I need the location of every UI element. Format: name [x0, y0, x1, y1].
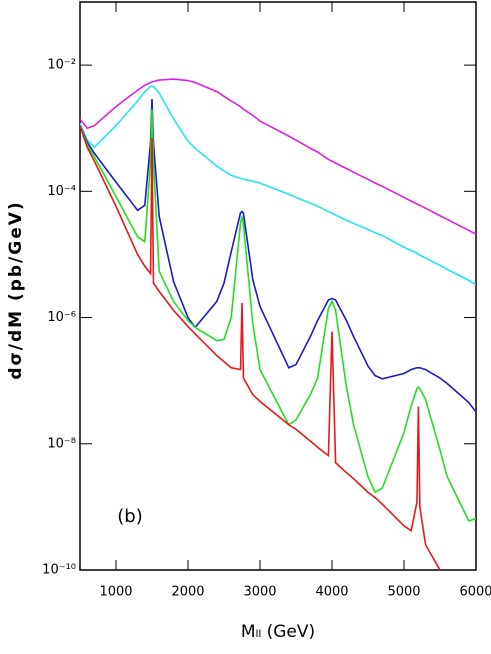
y-tick-label: 10⁻⁴ — [47, 184, 76, 199]
x-axis-title: Mₗₗ (GeV) — [241, 622, 315, 642]
series-line — [80, 78, 476, 235]
x-tick-label: 2000 — [171, 585, 204, 600]
y-tick-label: 10⁻⁸ — [47, 436, 76, 451]
plot-area — [80, 78, 476, 570]
series-line — [80, 125, 441, 570]
plot-frame — [79, 1, 477, 571]
y-tick-label: 10⁻⁶ — [47, 310, 76, 325]
annotation: (b) — [117, 506, 142, 527]
x-tick-label: 6000 — [459, 585, 491, 600]
y-tick-label: 10⁻² — [47, 58, 76, 73]
x-tick-label: 1000 — [99, 585, 132, 600]
series-line — [80, 109, 476, 522]
y-tick-label: 10⁻¹⁰ — [42, 563, 76, 578]
y-axis-title: dσ/dM (pb/GeV) — [6, 200, 26, 379]
series-line — [80, 84, 476, 286]
x-tick-label: 5000 — [387, 585, 420, 600]
x-tick-label: 4000 — [315, 585, 348, 600]
series-line — [80, 99, 476, 413]
x-tick-label: 3000 — [243, 585, 276, 600]
